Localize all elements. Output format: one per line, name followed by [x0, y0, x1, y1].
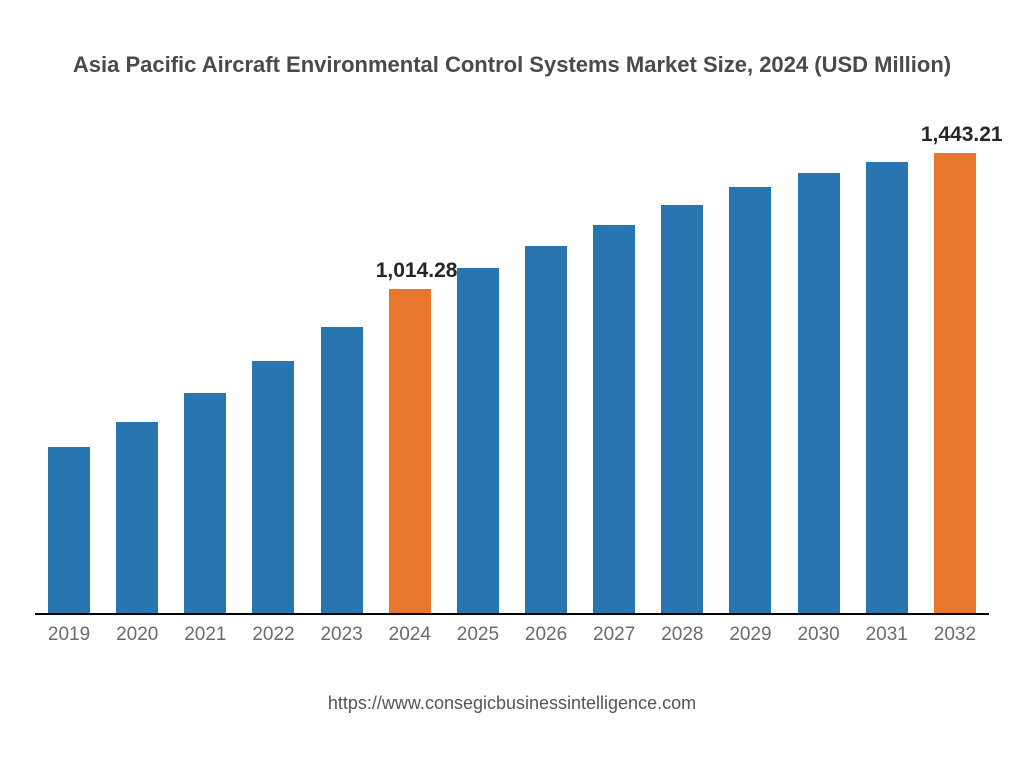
bar-slot [785, 130, 853, 613]
bar [798, 173, 840, 613]
bar [661, 205, 703, 613]
bar-value-label: 1,443.21 [921, 123, 989, 147]
bar-slot [716, 130, 784, 613]
bar-slot [35, 130, 103, 613]
bar [866, 162, 908, 613]
chart-container: Asia Pacific Aircraft Environmental Cont… [0, 0, 1024, 768]
x-axis-label: 2024 [376, 624, 444, 646]
bar [116, 422, 158, 613]
bar [321, 327, 363, 613]
bar-value-label: 1,014.28 [376, 259, 444, 283]
bars-group: 1,014.28 1,443.21 [35, 130, 989, 613]
bar-slot: 1,014.28 [376, 130, 444, 613]
bar-slot [648, 130, 716, 613]
bar [525, 246, 567, 613]
x-axis-label: 2032 [921, 624, 989, 646]
source-url: https://www.consegicbusinessintelligence… [0, 693, 1024, 714]
bar [934, 153, 976, 613]
x-axis-label: 2028 [648, 624, 716, 646]
x-axis-label: 2020 [103, 624, 171, 646]
x-axis-label: 2027 [580, 624, 648, 646]
bar-slot [171, 130, 239, 613]
bar [48, 447, 90, 613]
bar [184, 393, 226, 613]
bar-slot [512, 130, 580, 613]
x-axis-label: 2030 [785, 624, 853, 646]
bar [729, 187, 771, 613]
bar [457, 268, 499, 613]
x-axis-label: 2021 [171, 624, 239, 646]
bar-slot [580, 130, 648, 613]
x-axis-label: 2029 [716, 624, 784, 646]
bar-slot [308, 130, 376, 613]
bar-slot [444, 130, 512, 613]
bar [389, 289, 431, 613]
chart-plot-area: 1,014.28 1,443.21 [35, 130, 989, 615]
x-axis-label: 2025 [444, 624, 512, 646]
x-axis-label: 2031 [853, 624, 921, 646]
bar [593, 225, 635, 613]
x-axis-label: 2019 [35, 624, 103, 646]
bar-slot: 1,443.21 [921, 130, 989, 613]
x-axis-label: 2023 [308, 624, 376, 646]
bar [252, 361, 294, 613]
bar-slot [103, 130, 171, 613]
bar-slot [239, 130, 307, 613]
x-axis-labels: 2019202020212022202320242025202620272028… [35, 624, 989, 646]
x-axis-label: 2026 [512, 624, 580, 646]
x-axis-label: 2022 [239, 624, 307, 646]
bar-slot [853, 130, 921, 613]
chart-title: Asia Pacific Aircraft Environmental Cont… [0, 52, 1024, 78]
